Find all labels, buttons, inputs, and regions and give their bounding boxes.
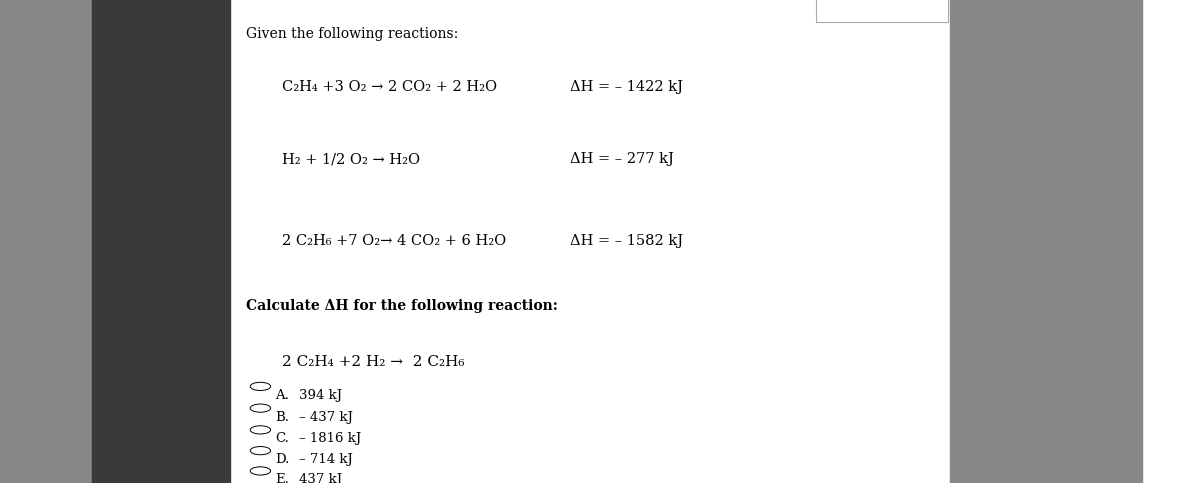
Bar: [950, 0, 1142, 483]
Text: – 1816 kJ: – 1816 kJ: [299, 432, 361, 445]
Text: 437 kJ: 437 kJ: [299, 473, 342, 483]
Text: 394 kJ: 394 kJ: [299, 389, 342, 402]
Bar: [0, 0, 92, 483]
Text: A.: A.: [275, 389, 289, 402]
Bar: [92, 0, 230, 483]
Text: ΔH = – 277 kJ: ΔH = – 277 kJ: [570, 152, 674, 166]
Text: E.: E.: [275, 473, 289, 483]
Text: 2 C₂H₄ +2 H₂ →  2 C₂H₆: 2 C₂H₄ +2 H₂ → 2 C₂H₆: [282, 355, 464, 369]
Text: ΔH = – 1422 kJ: ΔH = – 1422 kJ: [570, 80, 683, 94]
Text: C.: C.: [275, 432, 289, 445]
Text: C₂H₄ +3 O₂ → 2 CO₂ + 2 H₂O: C₂H₄ +3 O₂ → 2 CO₂ + 2 H₂O: [282, 80, 497, 94]
Text: – 714 kJ: – 714 kJ: [299, 453, 353, 466]
Text: ΔH = – 1582 kJ: ΔH = – 1582 kJ: [570, 234, 683, 248]
Text: Given the following reactions:: Given the following reactions:: [246, 27, 458, 41]
Text: H₂ + 1/2 O₂ → H₂O: H₂ + 1/2 O₂ → H₂O: [282, 152, 420, 166]
Text: Calculate ΔH for the following reaction:: Calculate ΔH for the following reaction:: [246, 299, 558, 313]
FancyBboxPatch shape: [816, 0, 948, 22]
Text: – 437 kJ: – 437 kJ: [299, 411, 353, 424]
Text: D.: D.: [275, 453, 289, 466]
Text: 2 C₂H₆ +7 O₂→ 4 CO₂ + 6 H₂O: 2 C₂H₆ +7 O₂→ 4 CO₂ + 6 H₂O: [282, 234, 506, 248]
Text: B.: B.: [275, 411, 289, 424]
